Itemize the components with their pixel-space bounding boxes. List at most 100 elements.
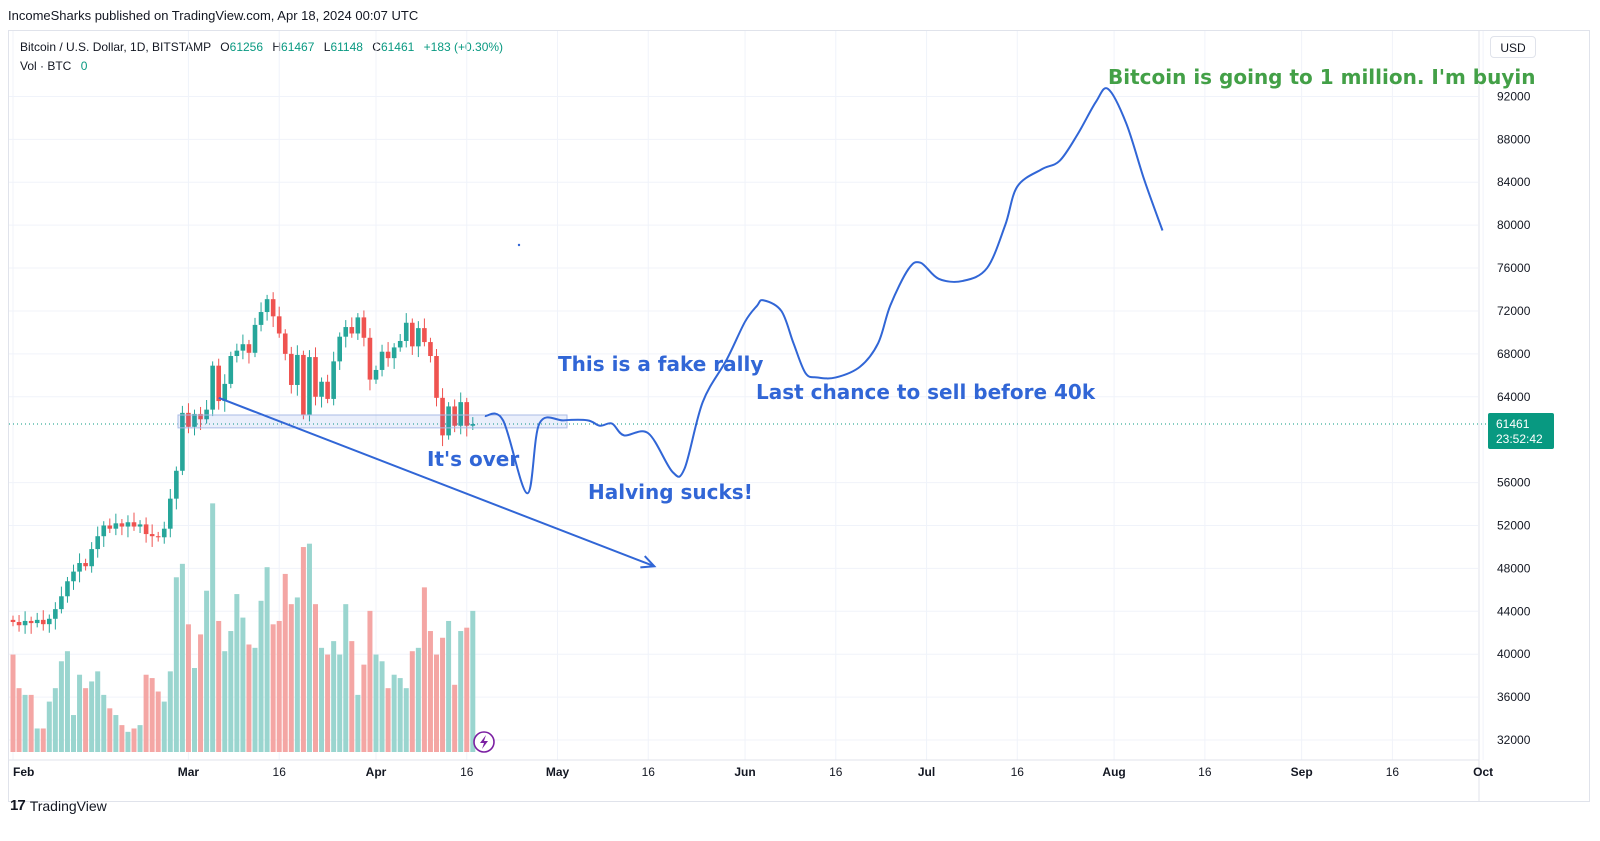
y-tick-label: 80000 — [1497, 218, 1531, 232]
y-tick-label: 44000 — [1497, 604, 1531, 618]
candle-body — [264, 299, 270, 313]
tv-logo-text: TradingView — [29, 797, 107, 814]
change-value: +183 (+0.30%) — [423, 40, 504, 54]
support-rectangle — [177, 414, 568, 429]
candle-body — [186, 412, 191, 427]
volume-bar — [282, 573, 288, 752]
volume-bar — [22, 694, 28, 752]
volume-bar — [367, 610, 373, 752]
candle-body — [289, 353, 294, 385]
volume-bar — [10, 654, 16, 752]
close-value: 61461 — [380, 40, 415, 54]
time-axis[interactable]: Feb Mar 16 Apr 16 May 16 Jun 16 Jul 16 Aug 16 Sep 16 Oc… — [13, 765, 1493, 779]
candle-body — [282, 333, 288, 354]
x-tick-label: 16 — [1198, 765, 1212, 779]
volume-bar — [306, 543, 312, 752]
volume-bar — [361, 664, 367, 752]
volume-bar — [313, 604, 318, 752]
candle-body — [276, 316, 282, 334]
candle-body — [440, 397, 445, 436]
ohlc-row: Bitcoin / U.S. Dollar, 1D, BITSTAMP O612… — [20, 38, 503, 57]
high-value: 61467 — [281, 40, 315, 54]
candle-body — [385, 351, 391, 359]
candle-body — [246, 344, 252, 353]
annotation-text: Halving sucks! — [588, 480, 753, 504]
candle-body — [470, 424, 476, 426]
tv-logo-icon: 17 — [10, 797, 26, 814]
x-tick-label: Sep — [1291, 765, 1313, 779]
candle-body — [403, 322, 409, 341]
candle-body — [349, 327, 355, 334]
candle-body — [325, 381, 330, 399]
candle-body — [391, 347, 397, 359]
candlesticks — [10, 292, 476, 634]
x-tick-label: Feb — [13, 765, 34, 779]
candle-body — [180, 412, 185, 471]
price-axis[interactable]: 92000 88000 84000 80000 76000 72000 68000 64000… — [1497, 89, 1531, 747]
symbol-label[interactable]: Bitcoin / U.S. Dollar, 1D, BITSTAMP — [20, 40, 211, 54]
volume-bar — [288, 604, 294, 752]
candle-body — [83, 563, 88, 567]
volume-bar — [349, 641, 355, 752]
volume-bar — [210, 503, 216, 752]
candle-body — [216, 365, 221, 402]
candle-body — [410, 322, 415, 347]
low-label: L — [323, 40, 331, 54]
volume-bar — [222, 651, 228, 752]
candle-body — [16, 622, 22, 626]
volume-bar — [446, 620, 452, 752]
candle-body — [119, 523, 125, 527]
volume-bar — [113, 715, 119, 752]
volume-bar — [319, 647, 325, 752]
low-value: 61148 — [330, 40, 363, 54]
candle-body — [458, 402, 463, 426]
price-tag: 61461 23:52:42 — [1488, 413, 1554, 449]
x-tick-label: Aug — [1102, 765, 1125, 779]
currency-button[interactable]: USD — [1490, 36, 1536, 58]
lightning-icon[interactable] — [473, 731, 495, 753]
candle-body — [125, 522, 131, 527]
y-tick-label: 52000 — [1497, 518, 1531, 532]
volume-bar — [434, 654, 439, 752]
volume-bar — [325, 654, 331, 752]
candle-body — [270, 299, 276, 317]
candle-body — [107, 525, 113, 529]
candle-body — [222, 383, 228, 402]
volume-bar — [337, 654, 343, 752]
candle-body — [234, 350, 240, 357]
y-tick-label: 72000 — [1497, 304, 1531, 318]
y-tick-label: 76000 — [1497, 261, 1531, 275]
volume-bar — [276, 620, 282, 752]
y-tick-label: 88000 — [1497, 132, 1531, 146]
volume-label[interactable]: Vol · BTC — [20, 59, 72, 73]
candle-body — [131, 522, 137, 527]
volume-bar — [46, 701, 52, 752]
candle-body — [10, 619, 16, 623]
candle-body — [89, 549, 94, 567]
candle-body — [22, 620, 28, 626]
volume-bar — [161, 701, 167, 752]
y-tick-label: 36000 — [1497, 690, 1531, 704]
y-tick-label: 64000 — [1497, 390, 1531, 404]
chart-frame — [8, 30, 1590, 802]
volume-bar — [167, 671, 173, 752]
volume-bar — [258, 600, 264, 752]
volume-bar — [119, 725, 125, 752]
open-label: O — [220, 40, 230, 54]
x-tick-label: 16 — [273, 765, 287, 779]
candle-body — [210, 365, 215, 410]
candle-body — [101, 525, 107, 537]
x-tick-label: 16 — [829, 765, 843, 779]
candle-body — [446, 406, 451, 436]
volume-bar — [77, 674, 83, 752]
candle-body — [143, 524, 149, 535]
volume-bar — [234, 594, 240, 752]
y-tick-label: 92000 — [1497, 89, 1531, 103]
candle-body — [252, 324, 258, 353]
candle-body — [464, 402, 470, 426]
volume-bar — [379, 661, 385, 752]
volume-bar — [343, 604, 349, 752]
tradingview-logo[interactable]: 17 TradingView — [10, 797, 107, 814]
support-zone — [177, 414, 568, 429]
